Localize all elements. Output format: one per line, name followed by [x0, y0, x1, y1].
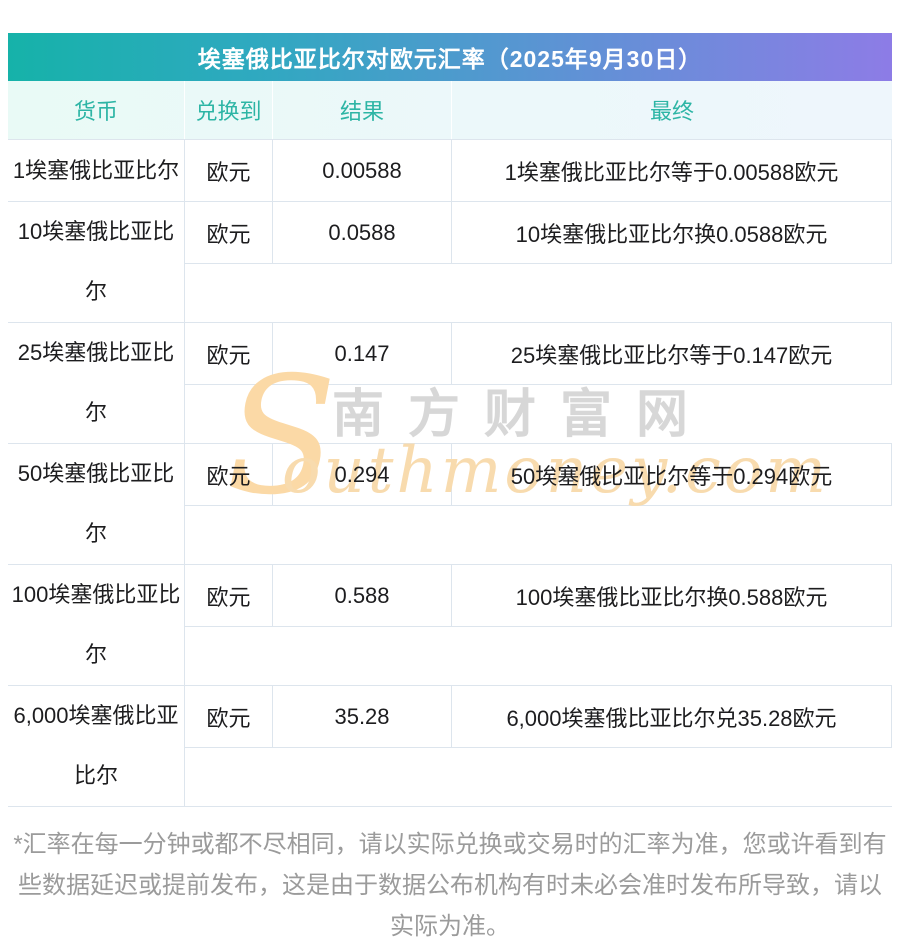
result-cell: 0.294 [273, 444, 452, 506]
disclaimer-line: 些数据延迟或提前发布，这是由于数据公布机构有时未必会准时发布所导致，请以 [18, 872, 882, 899]
header-convert-to: 兑换到 [185, 81, 273, 139]
final-text: 1埃塞俄比亚比尔等于0.00588欧元 [504, 159, 839, 185]
disclaimer-line: 实际为准。 [390, 913, 510, 940]
currency-cell: 25埃塞俄比亚比 尔 [8, 323, 185, 444]
final-text: 50埃塞俄比亚比尔等于0.294欧元 [510, 463, 833, 489]
result-cell: 0.0588 [273, 202, 452, 264]
convert-to-cell: 欧元 [185, 444, 273, 506]
row-right: 欧元 35.28 6,000埃塞俄比亚比尔兑35.28欧元 [185, 686, 892, 807]
final-text: 6,000埃塞俄比亚比尔兑35.28欧元 [506, 705, 837, 731]
currency-text: 尔 [84, 400, 107, 425]
table-row-6: 6,000埃塞俄比亚 比尔 欧元 35.28 6,000埃塞俄比亚比尔兑35.2… [8, 686, 892, 807]
currency-cell: 10埃塞俄比亚比 尔 [8, 202, 185, 323]
row-right: 欧元 0.0588 10埃塞俄比亚比尔换0.0588欧元 [185, 202, 892, 323]
currency-cell: 100埃塞俄比亚比 尔 [8, 565, 185, 686]
table-row-1: 1埃塞俄比亚比尔 欧元 0.00588 1埃塞俄比亚比尔等于0.00588欧元 [8, 140, 892, 202]
result-text: 35.28 [334, 703, 390, 729]
rate-table-body: 1埃塞俄比亚比尔 欧元 0.00588 1埃塞俄比亚比尔等于0.00588欧元 … [8, 140, 892, 807]
currency-text: 6,000埃塞俄比亚 [13, 703, 179, 728]
currency-text: 50埃塞俄比亚比 [17, 461, 175, 486]
result-text: 0.147 [334, 340, 390, 366]
row-right: 欧元 0.147 25埃塞俄比亚比尔等于0.147欧元 [185, 323, 892, 444]
final-text: 100埃塞俄比亚比尔换0.588欧元 [515, 584, 828, 610]
final-text: 25埃塞俄比亚比尔等于0.147欧元 [510, 342, 833, 368]
result-cell: 0.588 [273, 565, 452, 627]
header-final-label: 最终 [649, 99, 694, 124]
currency-cell: 6,000埃塞俄比亚 比尔 [8, 686, 185, 807]
convert-to-cell: 欧元 [185, 686, 273, 748]
final-cell: 25埃塞俄比亚比尔等于0.147欧元 [452, 323, 892, 385]
page-title: 埃塞俄比亚比尔对欧元汇率（2025年9月30日） [197, 46, 703, 72]
result-text: 0.00588 [322, 157, 402, 183]
currency-text: 尔 [84, 642, 107, 667]
currency-text: 尔 [84, 279, 107, 304]
convert-to-text: 欧元 [206, 221, 251, 247]
currency-text: 10埃塞俄比亚比 [17, 219, 175, 244]
currency-cell: 50埃塞俄比亚比 尔 [8, 444, 185, 565]
header-currency-label: 货币 [73, 99, 118, 124]
final-text: 10埃塞俄比亚比尔换0.0588欧元 [515, 221, 828, 247]
row-right: 欧元 0.588 100埃塞俄比亚比尔换0.588欧元 [185, 565, 892, 686]
row-filler [185, 264, 892, 323]
convert-to-text: 欧元 [206, 463, 251, 489]
final-cell: 50埃塞俄比亚比尔等于0.294欧元 [452, 444, 892, 506]
currency-text: 1埃塞俄比亚比尔 [12, 157, 180, 183]
table-row-3: 25埃塞俄比亚比 尔 欧元 0.147 25埃塞俄比亚比尔等于0.147欧元 [8, 323, 892, 444]
disclaimer-text: *汇率在每一分钟或都不尽相同，请以实际兑换或交易时的汇率为准，您或许看到有 些数… [10, 824, 890, 947]
result-cell: 0.00588 [273, 140, 452, 202]
final-cell: 6,000埃塞俄比亚比尔兑35.28欧元 [452, 686, 892, 748]
result-text: 0.0588 [328, 219, 396, 245]
header-convert-to-label: 兑换到 [195, 99, 262, 124]
row-filler [185, 748, 892, 807]
final-cell: 100埃塞俄比亚比尔换0.588欧元 [452, 565, 892, 627]
currency-text: 25埃塞俄比亚比 [17, 340, 175, 365]
row-filler [185, 385, 892, 444]
currency-text: 比尔 [73, 763, 118, 788]
table-row-4: 50埃塞俄比亚比 尔 欧元 0.294 50埃塞俄比亚比尔等于0.294欧元 [8, 444, 892, 565]
table-row-5: 100埃塞俄比亚比 尔 欧元 0.588 100埃塞俄比亚比尔换0.588欧元 [8, 565, 892, 686]
row-right: 欧元 0.294 50埃塞俄比亚比尔等于0.294欧元 [185, 444, 892, 565]
header-final: 最终 [452, 81, 892, 139]
currency-text: 100埃塞俄比亚比 [11, 582, 181, 607]
table-header-row: 货币 兑换到 结果 最终 [8, 81, 892, 140]
convert-to-text: 欧元 [206, 342, 251, 368]
header-currency: 货币 [8, 81, 185, 139]
disclaimer-line: *汇率在每一分钟或都不尽相同，请以实际兑换或交易时的汇率为准，您或许看到有 [13, 831, 887, 858]
result-text: 0.588 [334, 582, 390, 608]
convert-to-cell: 欧元 [185, 323, 273, 385]
final-cell: 1埃塞俄比亚比尔等于0.00588欧元 [452, 140, 892, 202]
header-result-label: 结果 [339, 99, 384, 124]
row-right: 欧元 0.00588 1埃塞俄比亚比尔等于0.00588欧元 [185, 140, 892, 202]
convert-to-text: 欧元 [206, 584, 251, 610]
convert-to-cell: 欧元 [185, 202, 273, 264]
convert-to-text: 欧元 [206, 159, 251, 185]
table-row-2: 10埃塞俄比亚比 尔 欧元 0.0588 10埃塞俄比亚比尔换0.0588欧元 [8, 202, 892, 323]
row-filler [185, 627, 892, 686]
row-filler [185, 506, 892, 565]
convert-to-text: 欧元 [206, 705, 251, 731]
currency-text: 尔 [84, 521, 107, 546]
convert-to-cell: 欧元 [185, 565, 273, 627]
final-cell: 10埃塞俄比亚比尔换0.0588欧元 [452, 202, 892, 264]
convert-to-cell: 欧元 [185, 140, 273, 202]
result-cell: 35.28 [273, 686, 452, 748]
result-text: 0.294 [334, 461, 390, 487]
result-cell: 0.147 [273, 323, 452, 385]
currency-cell: 1埃塞俄比亚比尔 [8, 140, 185, 202]
title-bar: 埃塞俄比亚比尔对欧元汇率（2025年9月30日） [8, 33, 892, 81]
header-result: 结果 [273, 81, 452, 139]
